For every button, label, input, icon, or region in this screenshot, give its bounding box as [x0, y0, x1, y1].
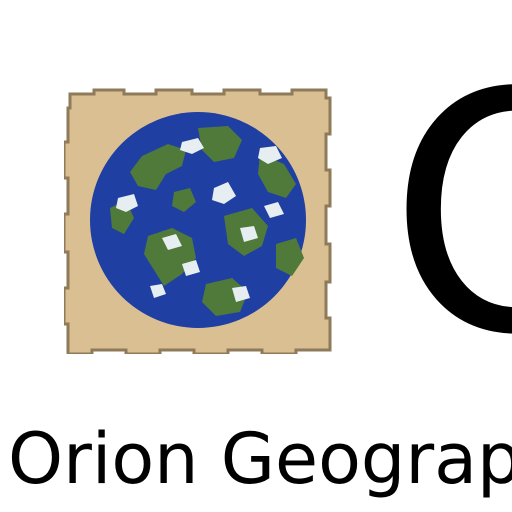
parchment-world-map-icon [64, 88, 332, 354]
brand-wordmark: Orion Geograp [8, 418, 512, 500]
brand-letter: O [388, 50, 512, 380]
